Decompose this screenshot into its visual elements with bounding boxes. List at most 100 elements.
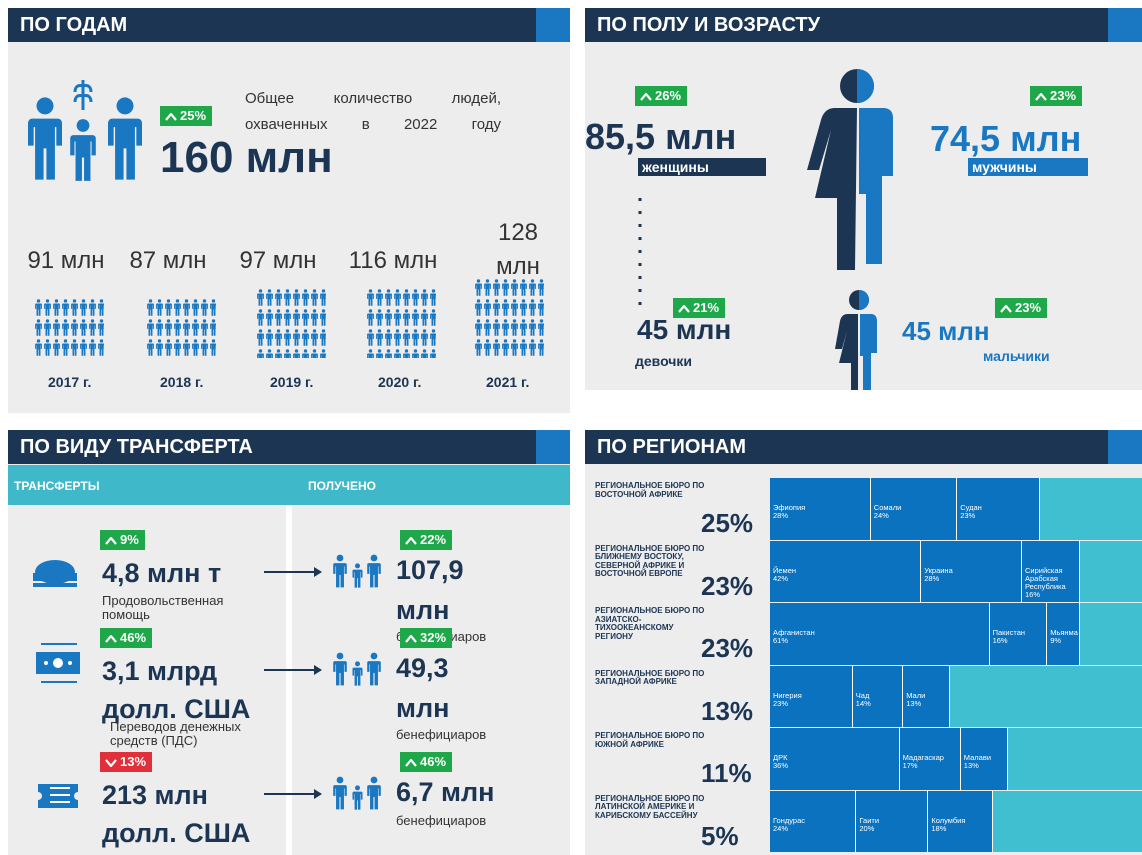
country-share: 36% xyxy=(773,761,789,770)
adult-figure xyxy=(807,69,893,270)
received-value: 49,3 млн xyxy=(396,653,450,723)
remainder xyxy=(950,665,1142,727)
year-value: 116 млн xyxy=(348,247,438,274)
arrow xyxy=(405,633,417,643)
badge-text: 25% xyxy=(180,108,207,123)
year-label: 2018 г. xyxy=(160,374,204,390)
country-name: Судан xyxy=(960,503,982,512)
arrow xyxy=(264,567,322,577)
country-name: Мали xyxy=(906,690,926,700)
badge-text: 26% xyxy=(655,88,682,103)
country-share: 16% xyxy=(992,636,1008,645)
badge-text: 32% xyxy=(420,630,447,645)
arrow xyxy=(678,303,690,313)
country-share: 17% xyxy=(902,761,918,770)
change-badge: 23% xyxy=(995,298,1048,318)
remainder xyxy=(1040,478,1142,540)
change-badge: 25% xyxy=(160,106,213,126)
gender-value: 74,5 млн xyxy=(930,118,1082,159)
region-name: Региональное бюро по Южной Африке xyxy=(595,731,705,749)
region-name: Региональное бюро по Латинской Америке и… xyxy=(595,793,705,820)
year-value: 87 млн xyxy=(129,247,207,274)
country-name: Гаити xyxy=(859,815,880,825)
country-share: 28% xyxy=(924,573,940,583)
country-name: Чад xyxy=(855,690,870,700)
received-value: 6,7 млн xyxy=(396,777,495,807)
arrow xyxy=(1000,303,1012,313)
arrow xyxy=(264,665,322,675)
people-icon xyxy=(333,554,381,588)
country-box: Мали 13% xyxy=(903,665,950,727)
badge-text: 22% xyxy=(420,532,447,547)
change-badge: 46% xyxy=(400,752,453,772)
region-name: Региональное бюро по Азиатско-Тихоокеанс… xyxy=(595,606,705,641)
region-name: Региональное бюро по Западной Африке xyxy=(595,668,705,686)
country-box: Нигерия 23% xyxy=(770,665,853,727)
child-figure xyxy=(835,290,877,390)
country-share: 23% xyxy=(773,698,789,708)
country-box: Афганистан 61% xyxy=(770,603,990,665)
received-value: 107,9 млн xyxy=(396,555,464,625)
country-box: Судан 23% xyxy=(957,478,1040,540)
region-name: Региональное бюро по Ближнему Востоку, С… xyxy=(595,543,705,578)
change-badge: 13% xyxy=(100,752,153,772)
column-header: ТРАНСФЕРТЫ xyxy=(14,479,100,493)
voucher-icon xyxy=(38,784,78,808)
gender-label: девочки xyxy=(635,353,693,369)
change-badge: 46% xyxy=(100,628,153,648)
region-share: 23% xyxy=(701,570,754,601)
country-name: Афганистан xyxy=(773,628,815,637)
country-name: Нигерия xyxy=(773,690,802,700)
change-badge: 32% xyxy=(400,628,453,648)
country-name: Украина xyxy=(924,565,953,575)
panel-title: ПО ВИДУ ТРАНСФЕРТА xyxy=(8,430,570,464)
region-share: 25% xyxy=(701,508,754,538)
country-box: Йемен 42% xyxy=(770,540,922,602)
region-share: 13% xyxy=(701,695,754,726)
region-share: 23% xyxy=(701,633,754,663)
country-share: 13% xyxy=(963,761,979,770)
country-box: Гондурас 24% xyxy=(770,790,857,852)
total: 160 млн xyxy=(160,133,333,182)
food-icon xyxy=(33,560,77,587)
country-box: Сирийская Арабская Республика 16% xyxy=(1022,540,1080,602)
regions-panel: ПО РЕГИОНАМ Региональное бюро по Восточн… xyxy=(585,430,1142,855)
received-label: бенефициаров xyxy=(396,727,487,742)
badge-text: 13% xyxy=(120,754,147,769)
cash-icon xyxy=(36,643,80,683)
arrow xyxy=(405,535,417,545)
country-name: Мадагаскар xyxy=(902,753,944,762)
dotted-line xyxy=(638,198,642,313)
country-name: Сомали xyxy=(873,503,902,512)
people-icon xyxy=(474,278,544,358)
country-share: 24% xyxy=(773,823,789,833)
badge-text: 23% xyxy=(1050,88,1077,103)
country-share: 24% xyxy=(873,511,889,520)
country-name: Эфиопия xyxy=(773,503,806,512)
country-box: Эфиопия 28% xyxy=(770,478,871,540)
country-box: Чад 14% xyxy=(852,665,904,727)
panel-title: ПО ГОДАМ xyxy=(8,8,570,42)
gender-label: женщины xyxy=(638,158,766,176)
change-badge: 26% xyxy=(635,86,688,106)
badge-text: 9% xyxy=(120,532,139,547)
arrow xyxy=(165,111,177,121)
separator xyxy=(286,505,292,855)
gender-panel: ПО ПОЛУ И ВОЗРАСТУ 26% 85,5 млн женщины 23%… xyxy=(585,8,1142,390)
region-name: Региональное бюро по Восточной Африке xyxy=(595,481,705,499)
panel-title: ПО РЕГИОНАМ xyxy=(585,430,1142,464)
country-box: Пакистан 16% xyxy=(989,603,1048,665)
badge-text: 46% xyxy=(120,630,147,645)
country-box: Гаити 20% xyxy=(856,790,929,852)
country-share: 13% xyxy=(906,698,922,708)
arrow xyxy=(405,757,417,767)
transfer-value: 3,1 млрд долл. США xyxy=(102,656,251,724)
arrow xyxy=(640,91,652,101)
country-share: 61% xyxy=(773,636,789,645)
country-name: ДРК xyxy=(773,753,788,762)
panel-title: ПО ПОЛУ И ВОЗРАСТУ xyxy=(585,8,1142,42)
year-label: 2020 г. xyxy=(378,374,422,390)
year-label: 2021 г. xyxy=(486,374,530,390)
country-share: 20% xyxy=(859,823,875,833)
